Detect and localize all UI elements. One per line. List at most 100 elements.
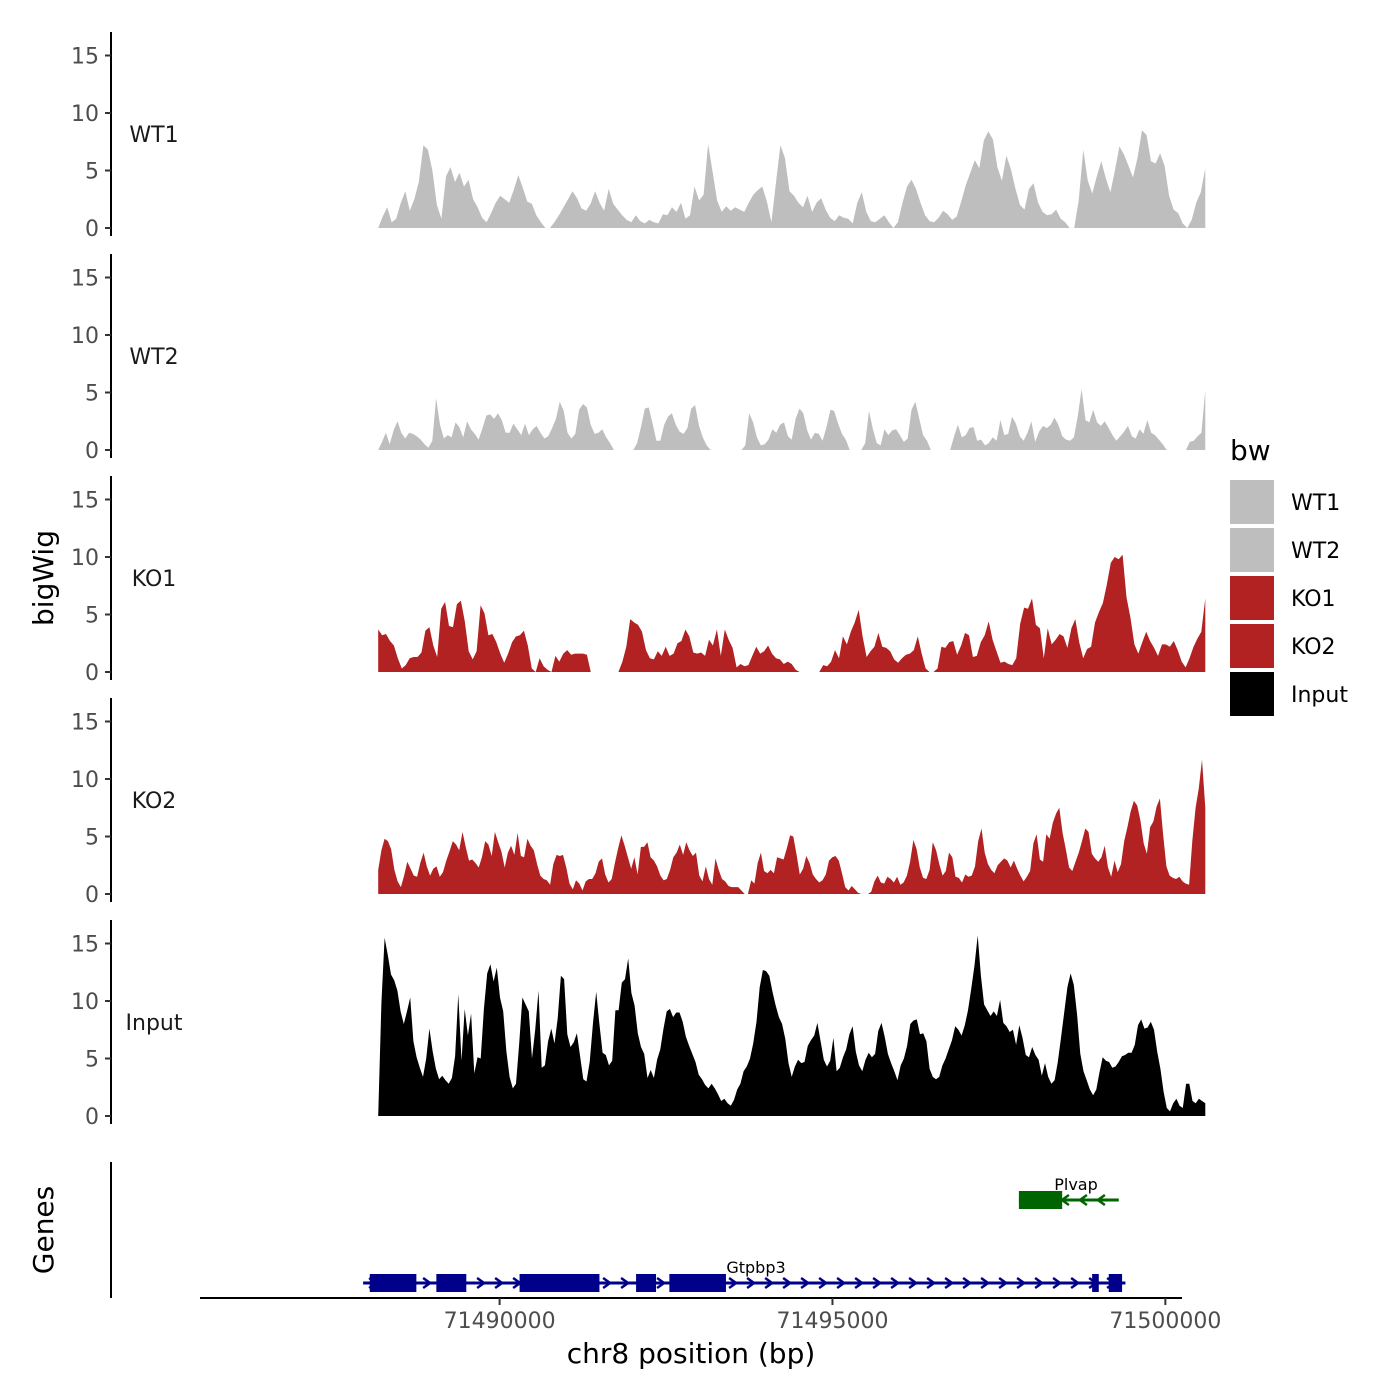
- legend-entry-wt2: WT2: [1230, 528, 1340, 572]
- genes-panel: Genes Plvap Gtpbp3: [27, 1162, 1126, 1298]
- y-tick-label: 15: [71, 267, 99, 292]
- strand-arrow: [926, 1276, 937, 1290]
- y-tick-label: 0: [85, 661, 99, 686]
- strand-arrow: [890, 1276, 901, 1290]
- exon: [436, 1274, 467, 1292]
- exon: [1018, 1191, 1063, 1209]
- y-tick-label: 15: [71, 711, 99, 736]
- strand-arrow: [476, 1276, 487, 1290]
- legend-entries: WT1 WT2 KO1 KO2 Input: [1230, 480, 1348, 716]
- exon: [369, 1274, 417, 1292]
- strand-arrow: [1095, 1193, 1106, 1207]
- panel-ko1: 0 5 10 15 KO1: [71, 476, 1206, 686]
- x-axis-title: chr8 position (bp): [567, 1337, 816, 1370]
- x-tick-label: 71490000: [444, 1309, 556, 1334]
- genes-axis-title: Genes: [27, 1186, 60, 1274]
- track-label-ko1: KO1: [132, 567, 177, 592]
- strand-arrow: [422, 1276, 433, 1290]
- y-tick-label: 5: [85, 382, 99, 407]
- y-tick-label: 10: [71, 102, 99, 127]
- strand-arrow: [746, 1276, 757, 1290]
- strand-arrow: [908, 1276, 919, 1290]
- legend-swatch: [1230, 576, 1274, 620]
- gene-label: Gtpbp3: [726, 1258, 785, 1277]
- area-input: [378, 935, 1206, 1116]
- strand-arrow: [764, 1276, 775, 1290]
- y-tick-label: 5: [85, 1048, 99, 1073]
- legend-entry-ko2: KO2: [1230, 624, 1336, 668]
- legend-label: WT1: [1291, 491, 1340, 516]
- strand-arrow: [1077, 1193, 1088, 1207]
- gene-plvap: Plvap: [1018, 1175, 1119, 1209]
- y-axis-title: bigWig: [27, 530, 60, 626]
- y-tick-label: 10: [71, 546, 99, 571]
- y-tick-label: 5: [85, 604, 99, 629]
- y-tick-label: 15: [71, 489, 99, 514]
- strand-arrow: [656, 1276, 667, 1290]
- track-label-ko2: KO2: [132, 789, 177, 814]
- strand-arrow: [944, 1276, 955, 1290]
- panel-wt1: 0 5 10 15 WT1: [71, 32, 1206, 242]
- exon: [636, 1274, 657, 1292]
- strand-arrow: [800, 1276, 811, 1290]
- strand-arrow: [728, 1276, 739, 1290]
- strand-arrow: [602, 1276, 613, 1290]
- legend-swatch: [1230, 528, 1274, 572]
- legend-entry-wt1: WT1: [1230, 480, 1340, 524]
- gene-models: Plvap Gtpbp3: [363, 1175, 1126, 1292]
- legend-swatch: [1230, 672, 1274, 716]
- y-tick-label: 0: [85, 217, 99, 242]
- exon: [1108, 1274, 1123, 1292]
- legend-label: KO1: [1291, 587, 1336, 612]
- y-tick-label: 15: [71, 933, 99, 958]
- legend-entry-input: Input: [1230, 672, 1348, 716]
- area-wt1: [378, 130, 1206, 228]
- legend-swatch: [1230, 480, 1274, 524]
- gene-gtpbp3: Gtpbp3: [363, 1258, 1126, 1292]
- exon: [1092, 1274, 1099, 1292]
- y-tick-label: 10: [71, 768, 99, 793]
- strand-arrow: [980, 1276, 991, 1290]
- strand-arrow: [782, 1276, 793, 1290]
- y-tick-label: 0: [85, 1105, 99, 1130]
- legend-swatch: [1230, 624, 1274, 668]
- x-tick-label: 71495000: [776, 1309, 888, 1334]
- y-tick-label: 0: [85, 883, 99, 908]
- strand-arrow: [818, 1276, 829, 1290]
- strand-arrow: [1070, 1276, 1081, 1290]
- legend-label: Input: [1291, 683, 1348, 708]
- y-tick-label: 15: [71, 45, 99, 70]
- y-tick-label: 5: [85, 160, 99, 185]
- legend-label: WT2: [1291, 539, 1340, 564]
- legend: bw WT1 WT2 KO1 KO2 Input: [1230, 434, 1348, 716]
- strand-arrow: [494, 1276, 505, 1290]
- strand-arrow: [962, 1276, 973, 1290]
- track-label-wt1: WT1: [129, 123, 178, 148]
- y-tick-label: 10: [71, 324, 99, 349]
- exon: [519, 1274, 560, 1292]
- track-label-input: Input: [126, 1011, 183, 1036]
- strand-arrow: [998, 1276, 1009, 1290]
- exon: [669, 1274, 726, 1292]
- strand-arrow: [836, 1276, 847, 1290]
- track-label-wt2: WT2: [129, 345, 178, 370]
- panel-input: 0 5 10 15 Input: [71, 920, 1206, 1130]
- area-wt2: [378, 389, 1206, 450]
- legend-title: bw: [1230, 434, 1271, 467]
- area-ko1: [378, 554, 1206, 672]
- x-tick-label: 71500000: [1109, 1309, 1221, 1334]
- strand-arrow: [1052, 1276, 1063, 1290]
- y-tick-label: 0: [85, 439, 99, 464]
- y-tick-label: 5: [85, 826, 99, 851]
- strand-arrow: [872, 1276, 883, 1290]
- exon: [559, 1274, 600, 1292]
- strand-arrow: [620, 1276, 631, 1290]
- strand-arrow: [1034, 1276, 1045, 1290]
- x-axis-ticks: 71490000 71495000 71500000: [444, 1298, 1221, 1334]
- y-axis-title-group: bigWig: [27, 530, 60, 626]
- strand-arrow: [1016, 1276, 1027, 1290]
- panel-ko2: 0 5 10 15 KO2: [71, 698, 1206, 908]
- strand-arrow: [854, 1276, 865, 1290]
- y-tick-label: 10: [71, 990, 99, 1015]
